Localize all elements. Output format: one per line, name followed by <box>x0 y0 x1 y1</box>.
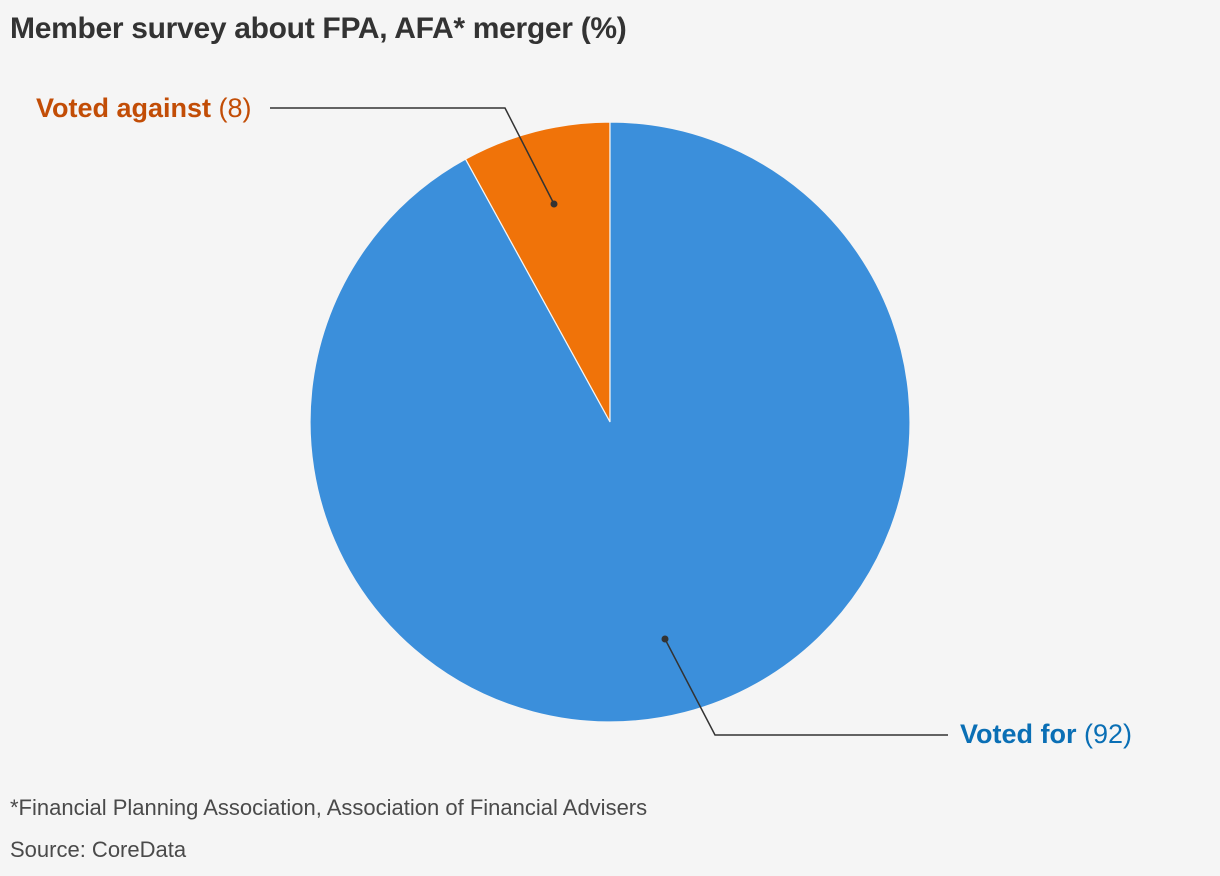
voted-against-leader-line <box>270 107 555 205</box>
pie-slices <box>309 121 911 723</box>
voted-against-leader-dot <box>550 200 558 208</box>
footnote: *Financial Planning Association, Associa… <box>10 795 648 820</box>
voted-for-leader-line <box>664 638 948 736</box>
chart-title: Member survey about FPA, AFA* merger (%) <box>10 12 627 45</box>
slice-label-value: (92) <box>1084 719 1132 749</box>
slice-label-voted-for: Voted for (92) <box>960 719 1132 749</box>
slice-label-name: Voted against <box>36 93 211 123</box>
slice-label-voted-against: Voted against (8) <box>36 93 252 123</box>
voted-for-leader-dot <box>661 635 669 643</box>
slice-label-value: (8) <box>219 93 252 123</box>
source-note: Source: CoreData <box>10 837 187 862</box>
label-leaders <box>270 107 948 736</box>
slice-label-name: Voted for <box>960 719 1077 749</box>
pie-slice-voted-for <box>309 121 911 723</box>
pie-slice-voted-against <box>464 121 611 423</box>
